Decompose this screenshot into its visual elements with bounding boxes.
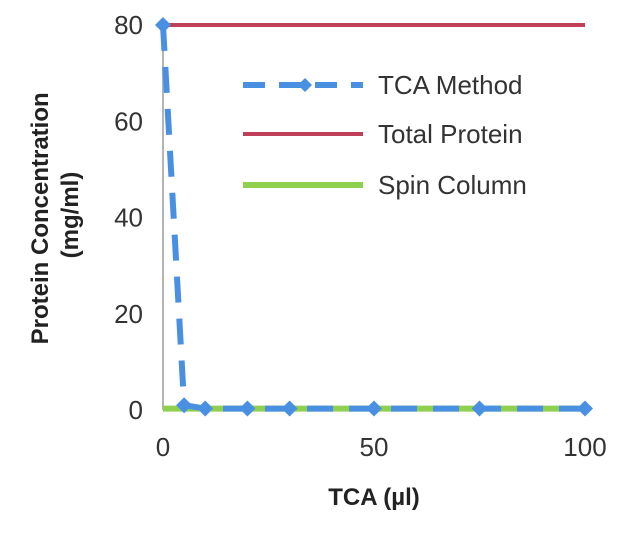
legend-marker-tca-method xyxy=(298,78,312,92)
data-point-tca-method xyxy=(471,400,488,417)
legend-entry-tca-method: TCA Method xyxy=(243,70,523,100)
y-axis-title-line-2: (mg/ml) xyxy=(57,172,84,259)
y-tick-label: 20 xyxy=(114,299,143,329)
legend-entry-total-protein: Total Protein xyxy=(243,119,523,149)
legend: TCA Method Total Protein Spin Column xyxy=(243,70,527,200)
data-point-tca-method xyxy=(281,400,298,417)
x-tick-label: 0 xyxy=(156,432,170,462)
y-tick-label: 40 xyxy=(114,203,143,233)
data-point-tca-method xyxy=(239,400,256,417)
data-point-tca-method xyxy=(366,400,382,417)
legend-label-total-protein: Total Protein xyxy=(378,119,523,149)
x-tick-labels: 0 50 100 xyxy=(156,432,607,462)
data-point-tca-method xyxy=(197,400,214,417)
y-tick-label: 60 xyxy=(114,106,143,136)
y-tick-labels: 0 20 40 60 80 xyxy=(114,10,143,425)
legend-label-tca-method: TCA Method xyxy=(378,70,523,100)
data-point-tca-method xyxy=(176,397,193,414)
y-axis-title-line-1: Protein Concentration xyxy=(27,92,54,344)
x-tick-label: 100 xyxy=(563,432,606,462)
legend-label-spin-column: Spin Column xyxy=(378,170,527,200)
x-tick-label: 50 xyxy=(360,432,389,462)
y-axis-title: Protein Concentration (mg/ml) xyxy=(27,86,84,345)
y-tick-label: 80 xyxy=(114,10,143,40)
plot-area xyxy=(155,17,593,417)
data-point-tca-method xyxy=(155,17,171,33)
x-axis-title: TCA (µl) xyxy=(328,484,420,511)
data-point-tca-method xyxy=(577,400,593,417)
legend-entry-spin-column: Spin Column xyxy=(243,170,527,200)
y-tick-label: 0 xyxy=(129,395,143,425)
